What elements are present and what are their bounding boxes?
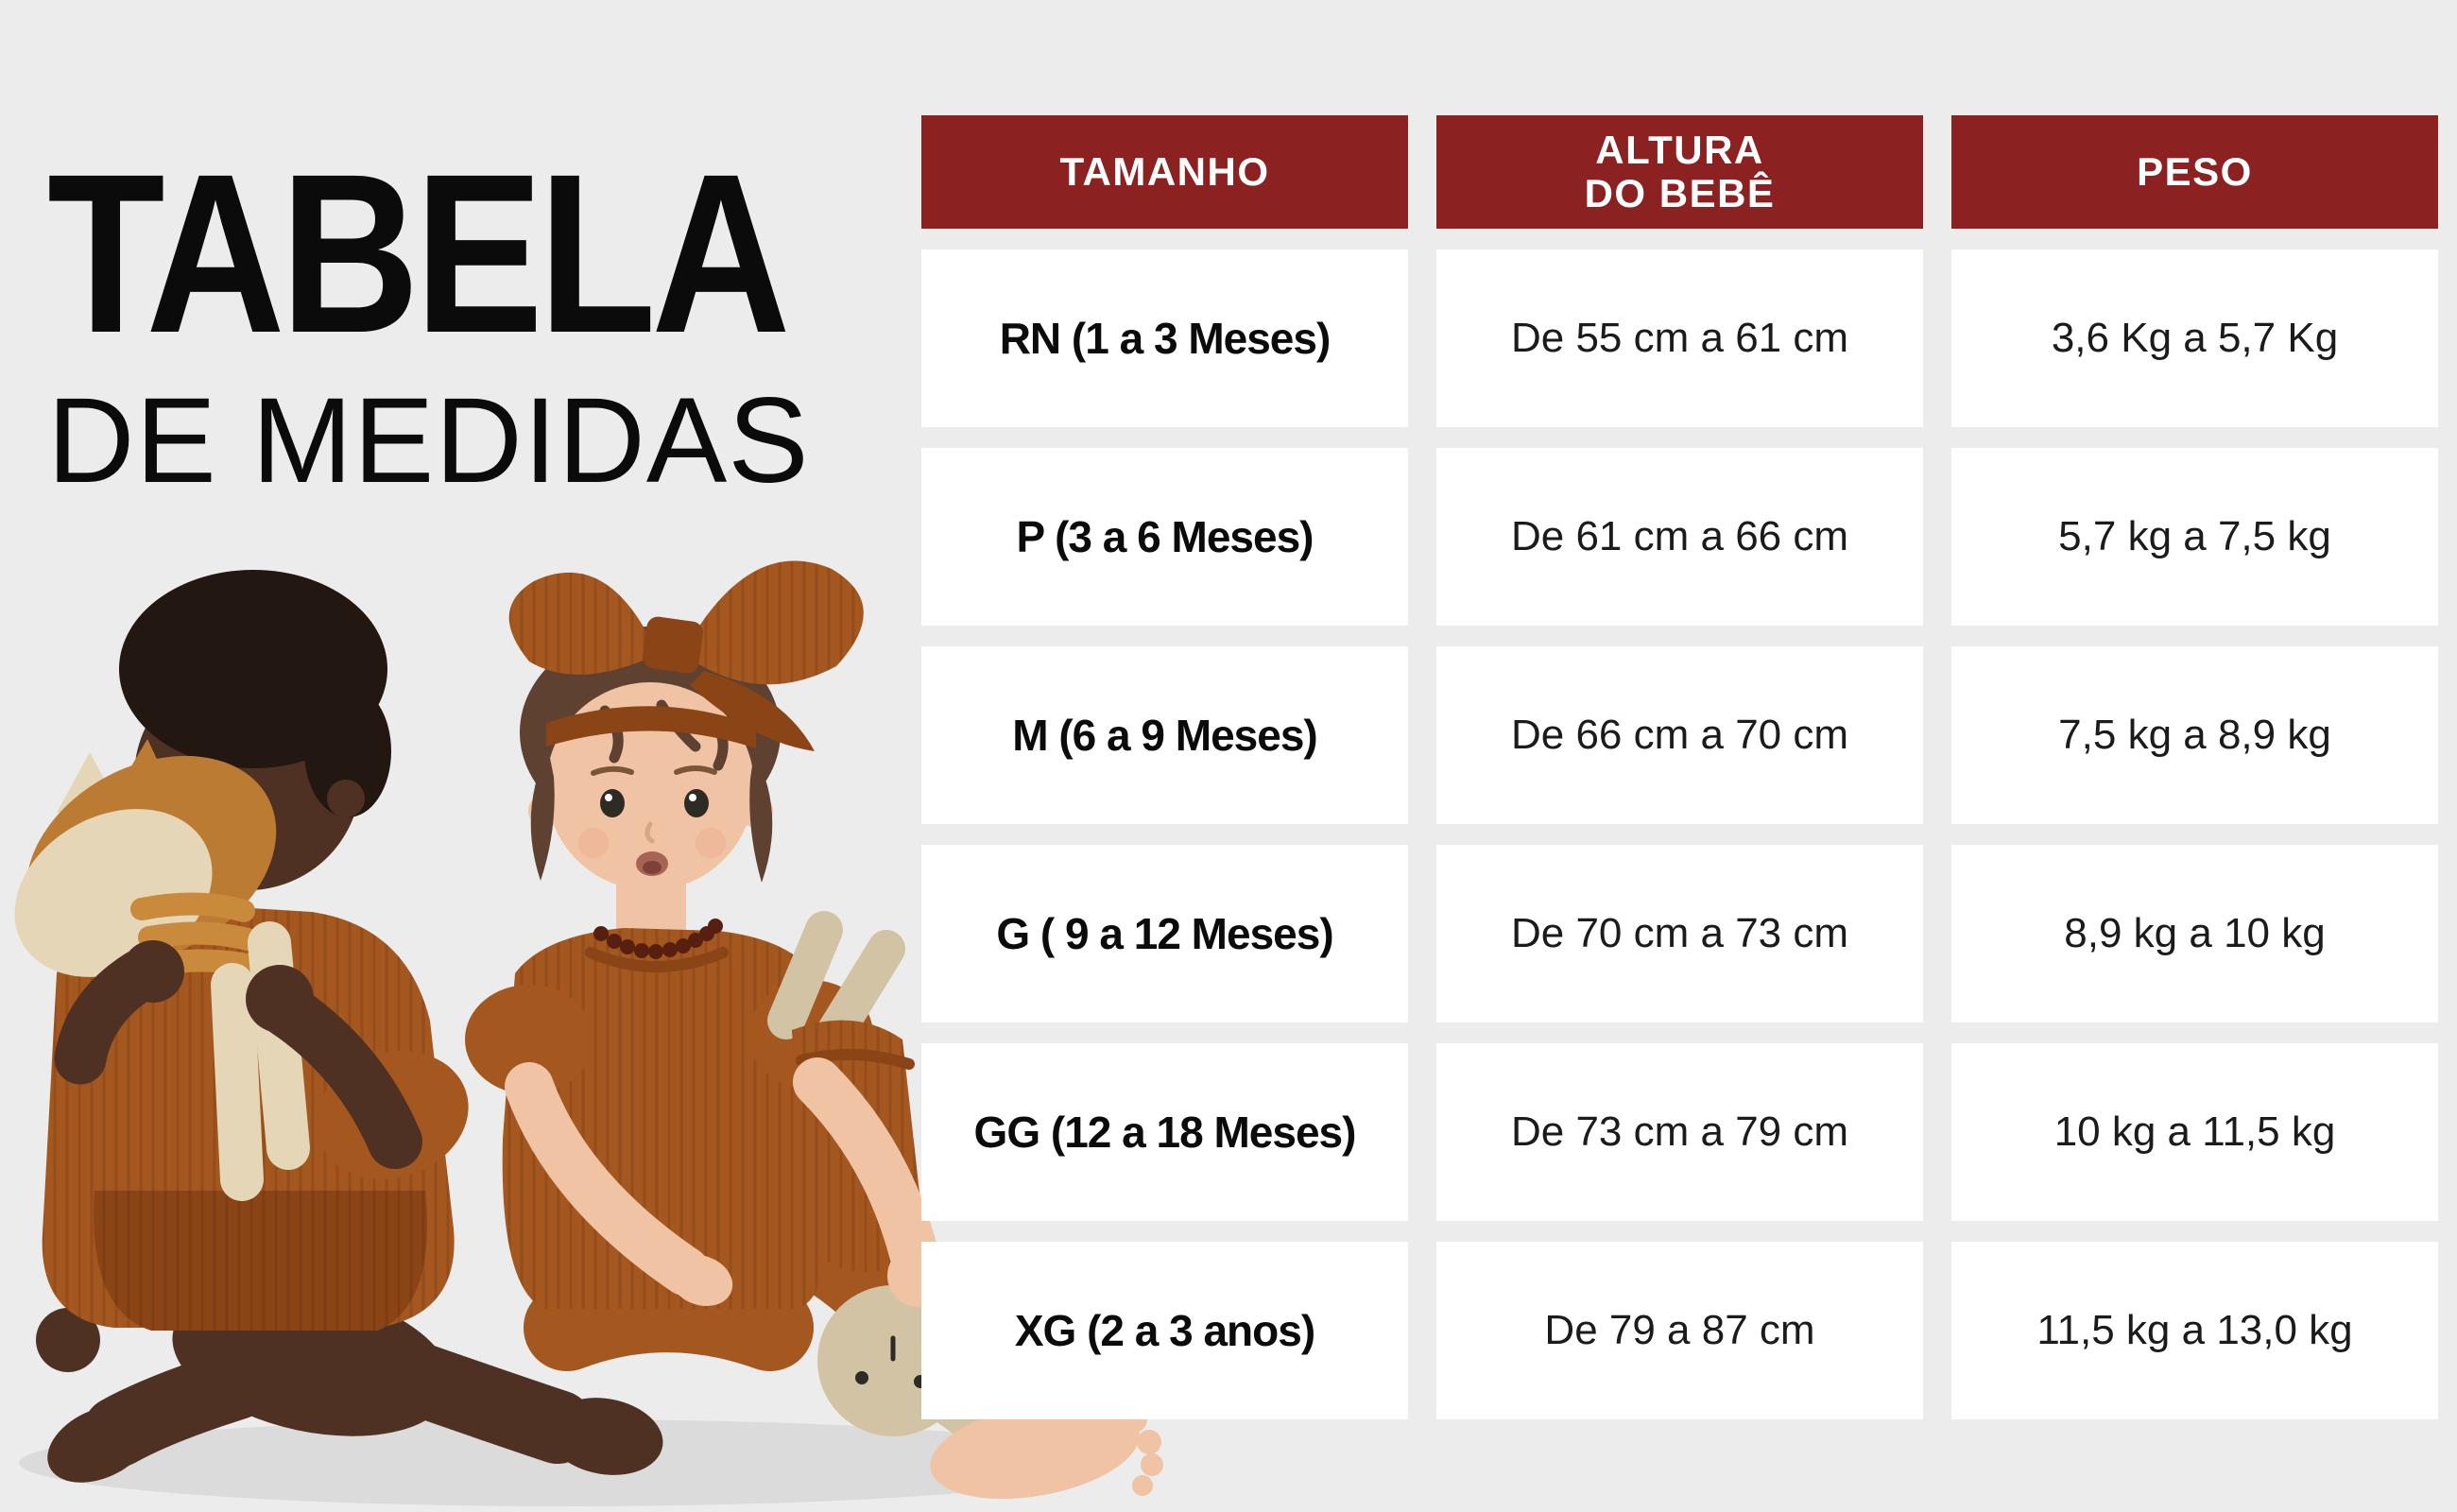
header-label-altura-line2: DO BEBÊ bbox=[1584, 171, 1776, 215]
hair-bow bbox=[508, 560, 864, 751]
row-4-height-cell: De 70 cm a 73 cm bbox=[1436, 845, 1923, 1022]
row-6-height-cell: De 79 a 87 cm bbox=[1436, 1242, 1923, 1419]
row-5-height-cell: De 73 cm a 79 cm bbox=[1436, 1043, 1923, 1221]
page-title-block: TABELA DE MEDIDAS bbox=[47, 140, 898, 503]
row-3-weight-cell: 7,5 kg a 8,9 kg bbox=[1951, 646, 2438, 824]
row-3-size-cell: M (6 a 9 Meses) bbox=[921, 646, 1408, 824]
size-table: TAMANHO ALTURA DO BEBÊ PESO RN (1 a 3 Me… bbox=[921, 115, 2438, 1419]
row-3-height-cell: De 66 cm a 70 cm bbox=[1436, 646, 1923, 824]
girl-foot bbox=[930, 1401, 1163, 1500]
bead-necklace bbox=[593, 919, 723, 959]
row-2-size-cell: P (3 a 6 Meses) bbox=[921, 448, 1408, 626]
row-2-weight-cell: 5,7 kg a 7,5 kg bbox=[1951, 448, 2438, 626]
row-2-height-cell: De 61 cm a 66 cm bbox=[1436, 448, 1923, 626]
ground-shadow bbox=[19, 1419, 1115, 1506]
row-1-size-cell: RN (1 a 3 Meses) bbox=[921, 249, 1408, 427]
header-cell-tamanho: TAMANHO bbox=[921, 115, 1408, 229]
row-6-size-cell: XG (2 a 3 anos) bbox=[921, 1242, 1408, 1419]
row-1-weight-cell: 3,6 Kg a 5,7 Kg bbox=[1951, 249, 2438, 427]
row-6-weight-cell: 11,5 kg a 13,0 kg bbox=[1951, 1242, 2438, 1419]
row-4-size-cell: G ( 9 a 12 Meses) bbox=[921, 845, 1408, 1022]
header-label-peso: PESO bbox=[2137, 149, 2253, 194]
boy-figure bbox=[14, 570, 663, 1483]
plush-horse bbox=[14, 739, 310, 1201]
row-1-height-cell: De 55 cm a 61 cm bbox=[1436, 249, 1923, 427]
header-label-tamanho: TAMANHO bbox=[1059, 149, 1270, 194]
page-title: TABELA bbox=[47, 127, 791, 380]
page-subtitle: DE MEDIDAS bbox=[47, 373, 810, 508]
header-cell-peso: PESO bbox=[1951, 115, 2438, 229]
header-label-altura-line1: ALTURA bbox=[1595, 128, 1764, 172]
row-4-weight-cell: 8,9 kg a 10 kg bbox=[1951, 845, 2438, 1022]
header-cell-altura: ALTURA DO BEBÊ bbox=[1436, 115, 1923, 229]
row-5-weight-cell: 10 kg a 11,5 kg bbox=[1951, 1043, 2438, 1221]
row-5-size-cell: GG (12 a 18 Meses) bbox=[921, 1043, 1408, 1221]
